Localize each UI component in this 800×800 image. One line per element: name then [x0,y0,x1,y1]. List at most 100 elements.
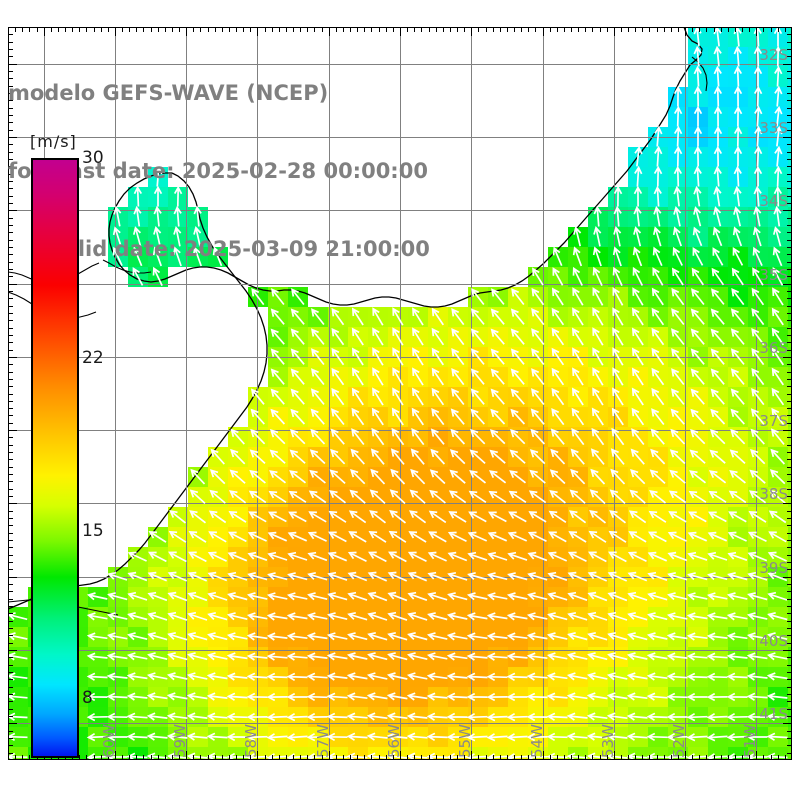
axis-tick [787,196,792,197]
axis-tick [649,27,650,32]
axis-tick [787,401,792,402]
axis-tick [787,34,792,35]
lon-label-54W: 54W [528,724,546,758]
gridline-lat-41S [8,723,792,724]
axis-tick [514,755,515,760]
axis-tick [787,643,792,644]
field-cell [788,67,792,87]
axis-tick [783,137,792,138]
axis-tick [621,27,622,32]
axis-tick [8,591,13,592]
axis-tick [787,606,792,607]
axis-tick [143,27,144,32]
axis-tick [79,27,80,32]
field-cell [788,307,792,327]
lat-label-34S: 34S [759,192,788,210]
axis-tick [386,27,387,32]
axis-tick [783,284,792,285]
axis-tick [721,27,722,32]
axis-tick [208,755,209,760]
axis-tick [787,328,792,329]
axis-tick [614,27,615,36]
field-cell [788,327,792,347]
axis-tick [8,687,13,688]
axis-tick [151,27,152,32]
axis-tick [215,27,216,32]
axis-tick [400,751,401,760]
axis-tick [8,401,13,402]
axis-tick [787,613,792,614]
axis-tick [783,430,792,431]
axis-tick [8,635,13,636]
axis-tick [421,27,422,32]
lon-label-60W: 60W [100,724,118,758]
field-cell [788,547,792,567]
axis-tick [322,27,323,32]
axis-tick [728,755,729,760]
axis-tick [787,335,792,336]
axis-tick [578,755,579,760]
axis-tick [787,108,792,109]
axis-tick [787,474,792,475]
axis-tick [787,152,792,153]
axis-tick [314,27,315,32]
axis-tick [94,755,95,760]
axis-tick [300,755,301,760]
axis-tick [585,755,586,760]
axis-tick [29,27,30,32]
axis-tick [58,27,59,32]
axis-tick [400,27,401,36]
axis-tick [787,745,792,746]
axis-tick [471,27,472,36]
axis-tick [685,27,686,36]
axis-tick [787,408,792,409]
axis-tick [94,27,95,32]
field-cell [788,227,792,247]
axis-tick [787,306,792,307]
field-cell [788,147,792,167]
axis-tick [787,269,792,270]
colorbar[interactable] [31,158,79,758]
axis-tick [8,122,13,123]
axis-tick [706,755,707,760]
title-model-line: modelo GEFS-WAVE (NCEP) [8,81,329,105]
axis-tick [8,489,13,490]
axis-tick [592,755,593,760]
axis-tick [115,27,116,36]
field-cell [788,47,792,67]
axis-tick [129,27,130,32]
axis-tick [787,42,792,43]
axis-tick [8,467,13,468]
lat-label-41S: 41S [759,705,788,723]
axis-tick [685,751,686,760]
axis-tick [543,751,544,760]
axis-tick [735,27,736,32]
axis-tick [357,755,358,760]
axis-tick [771,27,772,32]
axis-tick [336,755,337,760]
axis-tick [8,262,13,263]
axis-tick [8,423,13,424]
axis-tick [507,27,508,32]
axis-tick [787,731,792,732]
axis-tick [8,452,13,453]
axis-tick [664,755,665,760]
axis-tick [635,27,636,32]
axis-tick [8,496,13,497]
axis-tick [8,657,13,658]
axis-tick [787,415,792,416]
axis-tick [257,27,258,36]
map-plot-area[interactable]: 61W60W59W58W57W56W55W54W53W52W51W 32S33S… [8,27,792,760]
axis-tick [136,755,137,760]
axis-tick [8,437,13,438]
field-cell [788,507,792,527]
axis-tick [429,27,430,32]
axis-tick [457,27,458,32]
axis-tick [243,755,244,760]
axis-tick [592,27,593,32]
axis-tick [329,751,330,760]
axis-tick [486,755,487,760]
axis-tick [8,42,13,43]
axis-tick [8,481,13,482]
